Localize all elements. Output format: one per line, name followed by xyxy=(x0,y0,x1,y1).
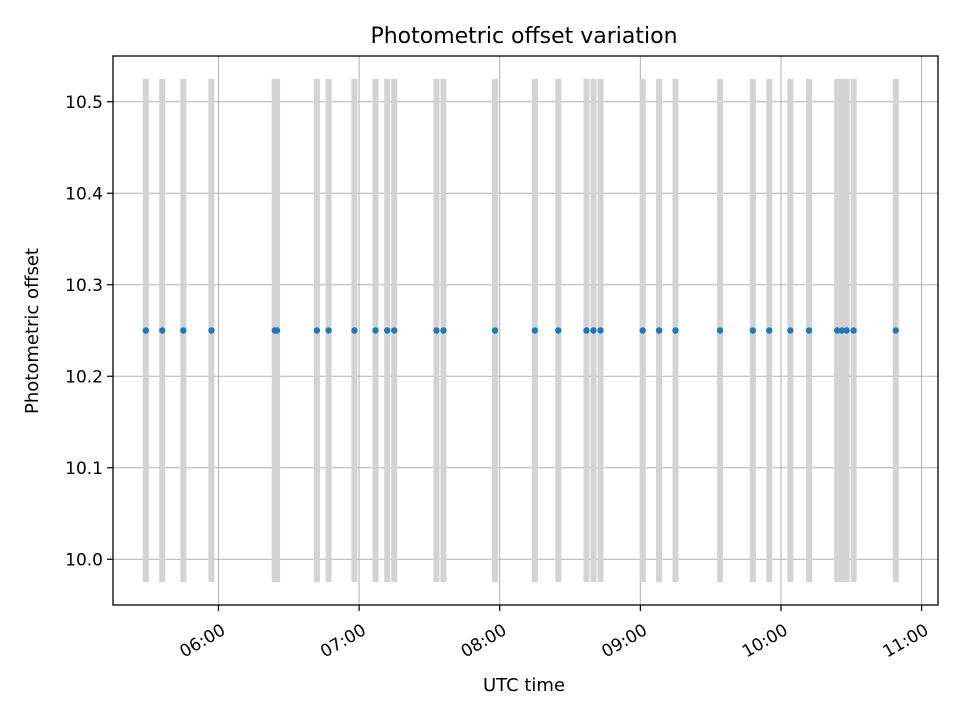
data-point xyxy=(766,327,773,334)
y-tick-label: 10.5 xyxy=(65,93,103,113)
vertical-bars xyxy=(142,78,899,583)
chart-title: Photometric offset variation xyxy=(370,24,677,49)
data-point xyxy=(787,327,794,334)
data-point xyxy=(843,327,850,334)
x-tick-label: 07:00 xyxy=(317,620,369,662)
data-point xyxy=(313,327,321,334)
x-axis-ticks: 06:00 07:00 08:00 09:00 10:00 11:00 xyxy=(177,605,932,662)
x-tick-label: 08:00 xyxy=(458,620,510,662)
data-point xyxy=(433,327,440,334)
data-point xyxy=(597,327,604,334)
y-tick-label: 10.3 xyxy=(65,276,103,296)
data-point xyxy=(655,327,663,334)
data-point xyxy=(180,327,187,334)
data-point xyxy=(491,327,499,334)
data-point xyxy=(749,327,757,334)
data-point xyxy=(583,327,590,334)
x-tick-label: 06:00 xyxy=(177,620,229,662)
grid-lines xyxy=(113,56,938,605)
data-point xyxy=(531,327,539,334)
data-point xyxy=(391,327,398,334)
plot-frame xyxy=(112,55,939,606)
x-axis-label: UTC time xyxy=(483,675,565,696)
y-tick-label: 10.1 xyxy=(65,459,103,479)
y-axis-label: Photometric offset xyxy=(22,248,43,414)
data-point xyxy=(639,327,646,334)
data-point xyxy=(805,327,813,334)
data-point xyxy=(838,327,846,334)
y-tick-label: 10.0 xyxy=(65,550,103,570)
data-point xyxy=(850,327,857,334)
data-point xyxy=(372,327,379,334)
data-point xyxy=(834,327,841,334)
data-point xyxy=(325,327,332,334)
data-point xyxy=(273,327,281,334)
data-point xyxy=(672,327,679,334)
x-tick-label: 09:00 xyxy=(598,620,650,662)
data-point xyxy=(159,327,166,334)
y-axis-ticks: 10.0 10.1 10.2 10.3 10.4 10.5 xyxy=(65,93,113,570)
data-point xyxy=(555,327,562,334)
data-point xyxy=(590,327,597,334)
data-point xyxy=(716,327,724,334)
y-tick-label: 10.2 xyxy=(65,367,103,387)
y-tick-label: 10.4 xyxy=(65,184,103,204)
data-point xyxy=(892,327,900,334)
data-point xyxy=(142,327,150,334)
x-tick-label: 11:00 xyxy=(880,620,932,662)
data-point xyxy=(384,327,391,334)
data-point xyxy=(440,327,447,334)
data-points xyxy=(142,327,900,334)
data-point xyxy=(351,327,358,334)
x-tick-label: 10:00 xyxy=(739,620,791,662)
data-point xyxy=(208,327,215,334)
